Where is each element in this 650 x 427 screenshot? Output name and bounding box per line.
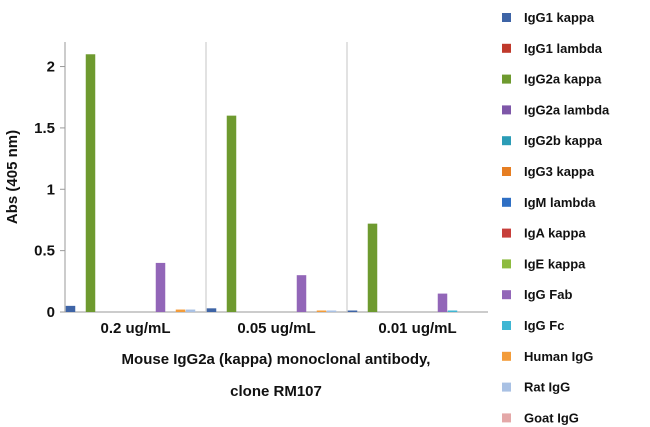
category-separators — [205, 42, 348, 312]
y-axis-ticks: 0 0.5 1 1.5 2 — [34, 59, 65, 321]
legend-swatch — [502, 259, 511, 269]
legend-label: IgM lambda — [524, 195, 596, 210]
legend-swatch — [502, 136, 511, 146]
legend: IgG1 kappa IgG1 lambda IgG2a kappa IgG2a la… — [502, 10, 610, 425]
bar — [226, 115, 237, 312]
x-axis-title: Mouse IgG2a (kappa) monoclonal antibody, — [122, 351, 431, 368]
x-axis-title-line2: clone RM107 — [230, 383, 322, 400]
legend-swatch — [502, 321, 511, 330]
bar — [185, 309, 196, 312]
legend-swatch — [502, 413, 511, 423]
bar — [316, 310, 327, 312]
legend-label: Rat IgG — [524, 380, 570, 395]
bar — [437, 293, 448, 312]
bar — [367, 223, 378, 312]
legend-label: IgE kappa — [524, 256, 586, 271]
legend-swatch — [502, 290, 511, 300]
bar — [65, 305, 76, 312]
legend-swatch — [502, 228, 511, 238]
legend-label: IgA kappa — [524, 226, 586, 241]
bar — [155, 262, 166, 312]
legend-swatch — [502, 382, 511, 392]
y-tick-label: 1.5 — [34, 120, 55, 137]
bar — [175, 309, 186, 312]
x-axis-ticks: 0.2 ug/mL 0.05 ug/mL 0.01 ug/mL — [100, 320, 456, 337]
x-tick-label: 0.05 ug/mL — [237, 320, 315, 337]
bar — [296, 275, 307, 312]
y-tick-label: 0 — [47, 304, 55, 321]
legend-label: IgG2a kappa — [524, 72, 602, 87]
legend-label: IgG1 kappa — [524, 10, 595, 25]
x-tick-label: 0.01 ug/mL — [378, 320, 456, 337]
legend-swatch — [502, 13, 511, 22]
legend-swatch — [502, 167, 511, 176]
x-tick-label: 0.2 ug/mL — [100, 320, 170, 337]
legend-label: IgG1 lambda — [524, 41, 603, 56]
legend-swatch — [502, 105, 511, 115]
legend-label: IgG3 kappa — [524, 164, 595, 179]
bar — [347, 310, 358, 312]
legend-label: Human IgG — [524, 349, 593, 364]
bar — [447, 310, 458, 312]
legend-swatch — [502, 197, 511, 207]
legend-label: Goat IgG — [524, 410, 579, 425]
bar — [85, 54, 96, 313]
legend-label: IgG Fab — [524, 287, 572, 302]
legend-label: IgG2b kappa — [524, 133, 603, 148]
bars — [65, 54, 458, 313]
y-tick-label: 1 — [47, 181, 55, 198]
legend-label: IgG Fc — [524, 318, 564, 333]
y-tick-label: 0.5 — [34, 243, 55, 260]
plot-frame — [64, 42, 488, 313]
legend-label: IgG2a lambda — [524, 102, 610, 117]
bar — [326, 310, 337, 312]
y-axis-title: Abs (405 nm) — [4, 130, 21, 224]
y-tick-label: 2 — [47, 59, 55, 76]
legend-swatch — [502, 351, 511, 361]
legend-swatch — [502, 43, 511, 53]
bar — [206, 308, 217, 312]
legend-swatch — [502, 74, 511, 84]
